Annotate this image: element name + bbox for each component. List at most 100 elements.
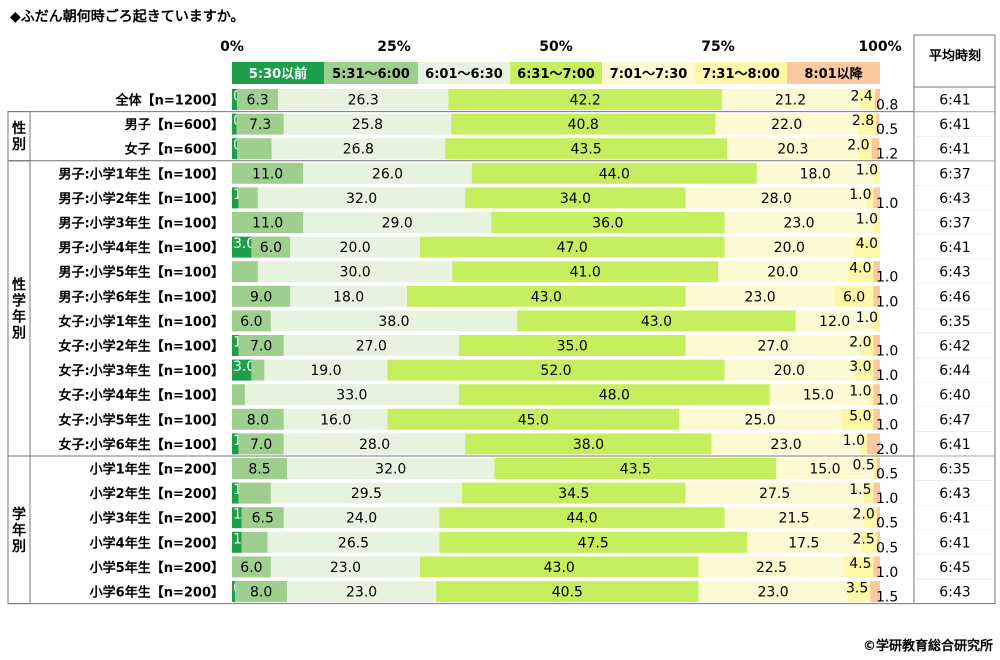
bar-value-label: 35.0 (557, 339, 588, 355)
row-category-label: 女子【n=600】 (125, 142, 224, 158)
bar-segment (232, 458, 288, 479)
bar-segment (867, 433, 880, 455)
bar-value-label: 30.0 (340, 265, 371, 281)
average-time-value: 6:43 (939, 191, 970, 207)
legend-label: 8:01以降 (804, 66, 863, 82)
bar-segment (241, 531, 268, 553)
bar-segment (873, 285, 880, 307)
chart-row: 男子:小学1年生【n=100】 11.0 26.0 44.0 18.0 1.0 6:37 (58, 160, 995, 184)
bar-value-label: 1.0 (849, 187, 871, 203)
bar-value-label: 0.8 (876, 98, 898, 114)
bar-segment (471, 162, 757, 184)
bar-segment (237, 89, 279, 110)
row-category-label: 男子:小学1年生【n=100】 (58, 166, 224, 182)
bar-segment (232, 89, 238, 110)
bar-value-label: 23.0 (745, 289, 776, 305)
bar-value-label: 1.5 (849, 482, 871, 498)
row-category-label: 女子:小学2年生【n=100】 (58, 339, 224, 355)
bar-value-label: 4.0 (849, 261, 871, 277)
bar-segment (876, 113, 880, 135)
bar-segment (236, 113, 284, 135)
bar-segment (232, 359, 252, 381)
bar-value-label: 15.0 (809, 462, 840, 478)
bar-value-label: 11.0 (252, 166, 283, 182)
bar-segment (452, 261, 718, 283)
legend-swatch (602, 62, 695, 84)
average-time-value: 6:41 (939, 117, 970, 133)
bar-value-label: 2.8 (852, 113, 874, 129)
bar-value-label: 2.4 (851, 89, 873, 105)
bar-segment (283, 408, 388, 430)
chart-title: ◆ふだん朝何時ごろ起きていますか。 (10, 8, 245, 25)
chart-row: 女子【n=600】0.85.326.843.520.32.01.26:41 (125, 135, 995, 163)
bar-segment (232, 531, 242, 553)
bar-value-label: 1.0 (876, 294, 898, 310)
bar-value-label: 1.0 (856, 310, 878, 326)
legend-swatch (787, 62, 880, 84)
bar-value-label: 43.5 (620, 462, 651, 478)
row-category-label: 男子:小学5年生【n=100】 (58, 265, 224, 281)
legend-swatch (510, 62, 602, 84)
bar-value-label: 20.0 (774, 363, 805, 379)
bar-value-label: 23.0 (330, 560, 361, 576)
bar-segment (257, 187, 466, 209)
bar-segment (747, 531, 861, 553)
bar-value-label: 6.0 (240, 560, 262, 576)
chart-row: 女子:小学5年生【n=100】 8.0 16.0 45.0 25.0 5.0 1.0 6:47 (58, 406, 995, 433)
bar-value-label: 1.0 (849, 384, 871, 400)
legend-label: 5:30以前 (249, 66, 307, 82)
bar-value-label: 8.0 (247, 412, 269, 428)
legend-item: 6:01～6:30 (418, 62, 510, 84)
bar-segment (419, 556, 699, 578)
bar-segment (795, 310, 874, 332)
bar-value-label: 43.0 (544, 560, 575, 576)
bar-value-label: 7.0 (250, 339, 272, 355)
bar-value-label: 44.0 (566, 511, 597, 527)
bar-segment (724, 507, 864, 529)
bar-segment (287, 458, 495, 479)
bar-value-label: 47.5 (578, 535, 609, 551)
average-time-value: 6:41 (939, 511, 970, 527)
chart-row: 女子:小学6年生【n=100】1.07.028.038.023.01.02.06… (58, 431, 995, 458)
bar-value-label: 47.0 (557, 240, 588, 256)
bar-segment (270, 556, 420, 578)
bar-value-label: 32.0 (375, 462, 406, 478)
source-credit: ©学研教育総合研究所 (863, 638, 993, 654)
bar-value-label: 2.5 (852, 531, 874, 547)
legend-item: 7:01～7:30 (602, 62, 695, 84)
bar-segment (863, 507, 877, 529)
table-frame (7, 34, 996, 605)
x-axis-ticks: 0% 25% 50% 75% 100% (220, 39, 902, 55)
bar-value-label: 0.5 (876, 540, 898, 556)
bar-value-label: 20.0 (340, 240, 371, 256)
bar-segment (876, 507, 880, 529)
bar-segment (873, 187, 880, 209)
average-time-value: 6:41 (939, 93, 970, 109)
legend-swatch (695, 62, 787, 84)
bar-segment (876, 458, 880, 479)
bar-value-label: 8.0 (250, 585, 272, 601)
bar-segment (698, 556, 845, 578)
chart-row: 小学5年生【n=200】 6.0 23.0 43.0 22.5 4.5 1.0 6:45 (90, 554, 995, 581)
bar-value-label: 19.0 (310, 363, 341, 379)
average-time-value: 6:41 (939, 437, 970, 453)
bar-value-label: 26.5 (338, 535, 369, 551)
bar-value-label: 29.0 (382, 216, 413, 232)
legend-label: 6:01～6:30 (425, 67, 503, 82)
row-category-label: 小学6年生【n=200】 (90, 585, 224, 601)
chart-row: 女子:小学3年生【n=100】3.02.019.052.020.03.01.06… (58, 357, 995, 384)
bar-value-label: 38.0 (378, 314, 409, 330)
bar-value-label: 1.2 (876, 147, 898, 163)
bar-value-label: 8.5 (248, 462, 270, 478)
bar-value-label: 45.0 (518, 412, 549, 428)
bar-segment (685, 187, 868, 209)
group-label: 性別 (11, 120, 26, 153)
bar-value-label: 26.8 (343, 142, 374, 158)
average-time-value: 6:35 (939, 462, 970, 478)
bar-value-label: 11.0 (252, 216, 283, 232)
bar-value-label: 3.0 (233, 236, 255, 252)
bar-segment (873, 359, 880, 381)
bar-segment (465, 187, 686, 209)
bar-segment (873, 482, 880, 504)
bar-value-label: 1.0 (876, 270, 898, 286)
